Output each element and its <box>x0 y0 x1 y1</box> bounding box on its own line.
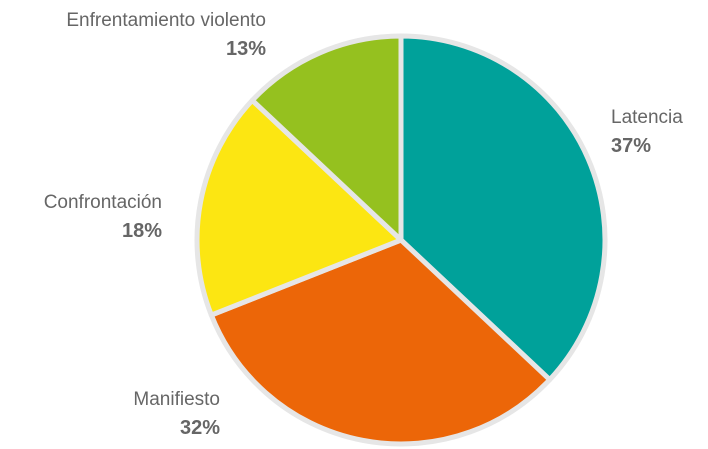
slice-name-confrontacion: Confrontación <box>44 192 162 213</box>
pie-slices <box>194 33 608 447</box>
slice-label-confrontacion: Confrontación 18% <box>44 192 163 242</box>
pie-slice-enfrentamiento-violento <box>249 33 404 243</box>
pie-slice-confrontacion <box>194 97 404 318</box>
slice-name-manifiesto: Manifiesto <box>133 389 220 410</box>
pie-slice-manifiesto <box>208 237 553 447</box>
slice-percent-enfrentamiento-violento: 13% <box>226 38 266 60</box>
slice-percent-latencia: 37% <box>611 135 651 157</box>
slice-label-enfrentamiento-violento: Enfrentamiento violento 13% <box>66 10 266 60</box>
slice-percent-manifiesto: 32% <box>180 417 220 439</box>
slice-name-latencia: Latencia <box>611 107 683 128</box>
slice-label-manifiesto: Manifiesto 32% <box>133 389 220 439</box>
pie-slice-latencia <box>398 33 608 383</box>
slice-percent-confrontacion: 18% <box>122 220 162 242</box>
slice-name-enfrentamiento-violento: Enfrentamiento violento <box>66 10 266 31</box>
slice-label-latencia: Latencia 37% <box>611 107 683 157</box>
